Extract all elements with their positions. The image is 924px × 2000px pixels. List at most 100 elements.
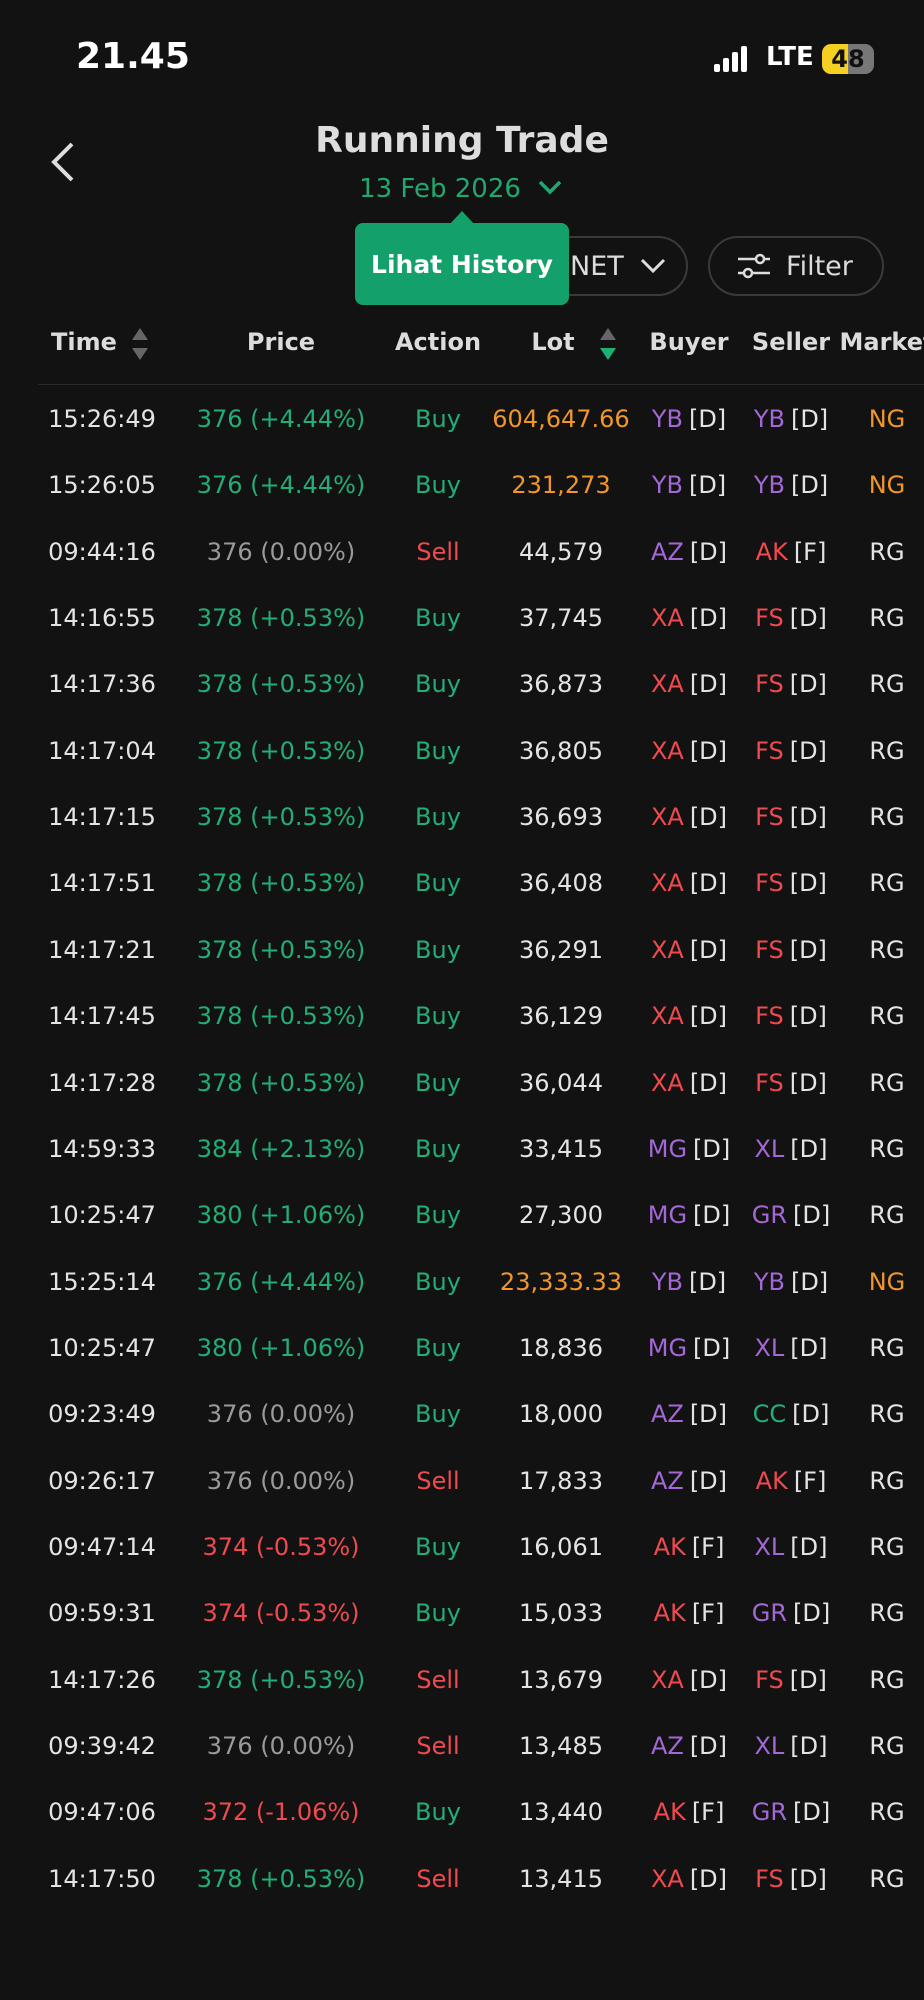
- sort-icon[interactable]: [130, 326, 150, 362]
- buyer-code: XA: [650, 736, 684, 765]
- buyer-type: [D]: [689, 1068, 728, 1097]
- trade-action: Sell: [416, 1665, 460, 1694]
- trade-price: 378 (+0.53%): [196, 1665, 366, 1694]
- trade-action: Sell: [416, 537, 460, 566]
- trade-price: 374 (-0.53%): [202, 1599, 360, 1628]
- filter-button[interactable]: Filter: [708, 236, 884, 296]
- trade-action: Buy: [415, 736, 461, 765]
- trade-lot: 13,415: [519, 1864, 603, 1893]
- trade-action: Buy: [415, 405, 461, 433]
- buyer-type: [D]: [688, 471, 727, 500]
- buyer-code: MG: [647, 1201, 688, 1230]
- seller-type: [D]: [789, 670, 827, 699]
- seller-cell: FS [D]: [755, 670, 827, 698]
- seller-code: XL: [754, 1532, 785, 1561]
- column-header: Seller: [751, 328, 831, 356]
- trade-action: Buy: [415, 1599, 461, 1628]
- buyer-code: AZ: [650, 1466, 684, 1495]
- seller-type: [D]: [789, 1068, 827, 1097]
- status-time: 21.45: [76, 36, 190, 77]
- seller-cell: XL [D]: [754, 1135, 827, 1163]
- seller-type: [D]: [790, 405, 829, 433]
- trade-action: Buy: [415, 1201, 461, 1230]
- buyer-cell: YB [D]: [652, 471, 726, 499]
- seller-cell: YB [D]: [754, 471, 828, 499]
- buyer-cell: YB [D]: [652, 1268, 726, 1296]
- trade-lot: 15,033: [519, 1599, 603, 1628]
- trade-time: 14:16:55: [48, 604, 156, 633]
- trade-action: Sell: [416, 1864, 460, 1893]
- date-chevron[interactable]: [538, 180, 562, 196]
- trade-price: 378 (+0.53%): [196, 1068, 366, 1097]
- trade-time: 15:26:49: [48, 405, 156, 433]
- trade-lot: 27,300: [519, 1201, 603, 1230]
- trade-lot: 604,647.66: [492, 405, 630, 433]
- signal-icon: [714, 46, 747, 72]
- seller-cell: XL [D]: [754, 1334, 827, 1362]
- trade-time: 14:59:33: [48, 1134, 156, 1163]
- seller-cell: FS [D]: [755, 869, 827, 897]
- history-tooltip[interactable]: Lihat History: [355, 223, 569, 305]
- column-header: Price: [246, 328, 316, 356]
- seller-type: [D]: [789, 1864, 827, 1893]
- trade-price: 376 (+4.44%): [196, 405, 366, 433]
- buyer-code: XA: [650, 1002, 684, 1031]
- buyer-code: XA: [650, 604, 684, 633]
- column-header: Market: [839, 328, 924, 356]
- buyer-type: [D]: [688, 1267, 727, 1296]
- sort-icon[interactable]: [598, 326, 618, 362]
- trade-time: 09:39:42: [48, 1732, 156, 1760]
- buyer-type: [D]: [689, 604, 728, 633]
- column-header: Lot: [531, 328, 575, 356]
- column-header: Buyer: [649, 328, 729, 356]
- column-header: Action: [394, 328, 482, 356]
- seller-code: FS: [755, 1864, 784, 1893]
- trade-lot: 36,873: [519, 670, 603, 699]
- seller-cell: FS [D]: [755, 1069, 827, 1097]
- buyer-type: [D]: [689, 1400, 728, 1429]
- buyer-cell: XA [D]: [651, 936, 727, 964]
- trade-price: 378 (+0.53%): [196, 803, 366, 832]
- buyer-type: [D]: [689, 1665, 728, 1694]
- back-button[interactable]: [48, 140, 78, 184]
- seller-code: GR: [751, 1798, 788, 1827]
- seller-code: GR: [751, 1599, 788, 1628]
- trade-market: RG: [869, 1068, 905, 1097]
- seller-code: YB: [753, 1267, 785, 1296]
- seller-cell: FS [D]: [755, 803, 827, 831]
- seller-code: FS: [755, 935, 784, 964]
- seller-type: [D]: [789, 604, 827, 633]
- trade-lot: 36,044: [519, 1068, 603, 1097]
- trade-action: Buy: [415, 1267, 461, 1296]
- seller-type: [D]: [793, 1201, 831, 1230]
- trade-lot: 13,485: [519, 1732, 603, 1760]
- seller-code: XL: [754, 1134, 785, 1163]
- seller-code: FS: [755, 604, 784, 633]
- seller-cell: GR [D]: [752, 1798, 831, 1826]
- buyer-type: [D]: [689, 803, 728, 832]
- seller-type: [D]: [793, 1798, 831, 1827]
- buyer-cell: MG [D]: [648, 1135, 731, 1163]
- seller-type: [D]: [789, 935, 827, 964]
- buyer-cell: XA [D]: [651, 1069, 727, 1097]
- trade-price: 372 (-1.06%): [202, 1798, 360, 1827]
- seller-type: [D]: [793, 1599, 831, 1628]
- buyer-cell: MG [D]: [648, 1201, 731, 1229]
- buyer-code: AZ: [650, 537, 684, 566]
- buyer-type: [F]: [691, 1532, 725, 1561]
- trade-price: 380 (+1.06%): [196, 1333, 366, 1362]
- buyer-code: XA: [650, 803, 684, 832]
- trade-lot: 36,805: [519, 736, 603, 765]
- trade-time: 15:25:14: [48, 1267, 156, 1296]
- trade-time: 09:47:06: [48, 1798, 156, 1827]
- seller-cell: FS [D]: [755, 936, 827, 964]
- buyer-type: [D]: [689, 1466, 728, 1495]
- date-selector[interactable]: 13 Feb 2026: [359, 174, 521, 204]
- trade-market: NG: [868, 471, 906, 500]
- trade-action: Buy: [415, 1532, 461, 1561]
- buyer-type: [D]: [693, 1134, 731, 1163]
- buyer-cell: XA [D]: [651, 737, 727, 765]
- trade-price: 378 (+0.53%): [196, 736, 366, 765]
- trade-action: Sell: [416, 1732, 460, 1760]
- trade-market: RG: [869, 1134, 905, 1163]
